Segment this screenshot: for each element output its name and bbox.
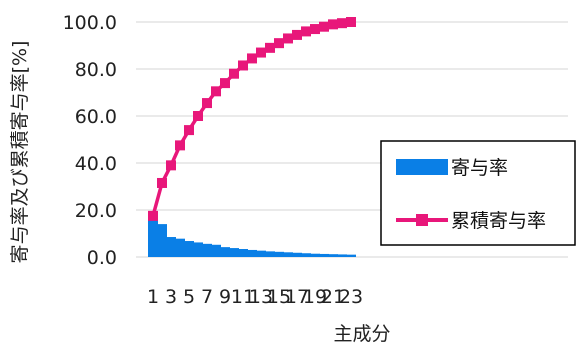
point	[274, 38, 284, 49]
x-axis-label: 主成分	[333, 323, 390, 345]
x-tick-label: 23	[339, 286, 363, 308]
bar	[328, 254, 338, 257]
y-tick-label: 80.0	[75, 59, 117, 81]
series-line	[151, 20, 352, 217]
x-tick-label: 17	[285, 286, 309, 308]
x-tick-label: 11	[231, 286, 255, 308]
bar	[202, 243, 212, 257]
y-tick-label: 0.0	[87, 247, 117, 269]
point	[346, 17, 356, 27]
bar	[148, 215, 158, 257]
bar	[229, 248, 239, 257]
bar	[292, 252, 302, 257]
point	[256, 47, 266, 58]
bar	[184, 241, 194, 257]
point	[265, 42, 275, 53]
x-tick-label: 13	[249, 286, 273, 308]
bar	[274, 251, 284, 257]
bar	[346, 254, 356, 257]
point	[211, 86, 221, 97]
x-tick-label: 7	[201, 286, 213, 308]
point	[175, 140, 185, 151]
point	[193, 111, 203, 121]
bar	[157, 224, 167, 257]
point	[148, 210, 158, 221]
bar	[265, 251, 275, 257]
x-tick-label: 19	[303, 286, 327, 308]
bar	[166, 237, 176, 257]
bar	[220, 247, 230, 257]
bar	[283, 252, 293, 257]
bar	[337, 254, 347, 257]
point	[292, 29, 302, 40]
point	[157, 177, 167, 188]
x-tick-label: 15	[267, 286, 291, 308]
x-tick-label: 9	[219, 286, 231, 308]
line-series-cumulative	[148, 17, 356, 221]
point	[247, 53, 257, 64]
legend: 寄与率 累積寄与率	[380, 140, 576, 246]
legend-marker-cumulative	[416, 214, 428, 226]
bar	[238, 249, 248, 257]
bar	[310, 253, 320, 257]
y-axis-label: 寄与率及び累積寄与率[%]	[9, 41, 31, 264]
legend-label-cumulative: 累積寄与率	[451, 210, 546, 232]
x-tick-label: 21	[321, 286, 345, 308]
bar	[256, 250, 266, 257]
point	[337, 18, 347, 29]
legend-box	[380, 140, 576, 246]
x-tick-label: 5	[183, 286, 195, 308]
y-tick-label: 60.0	[75, 106, 117, 128]
legend-swatch-contribution	[396, 159, 448, 175]
y-tick-label: 100.0	[63, 12, 117, 34]
point	[184, 125, 194, 136]
point	[166, 160, 176, 171]
y-tick-label: 40.0	[75, 153, 117, 175]
bar	[301, 253, 311, 257]
point	[229, 68, 239, 79]
point	[202, 98, 212, 109]
bar	[175, 238, 185, 257]
point	[220, 78, 230, 89]
bar-series-contribution	[148, 215, 356, 257]
x-tick-label: 3	[165, 286, 177, 308]
legend-label-contribution: 寄与率	[451, 157, 508, 179]
bar	[247, 249, 257, 257]
bar	[211, 244, 221, 257]
bar	[319, 253, 329, 257]
point	[310, 24, 320, 35]
point	[238, 60, 248, 71]
point	[328, 19, 338, 30]
point	[301, 26, 311, 37]
point	[319, 21, 329, 32]
y-tick-label: 20.0	[75, 200, 117, 222]
bar	[193, 242, 203, 257]
y-axis-ticks: 0.0 20.0 40.0 60.0 80.0 100.0	[63, 12, 117, 269]
x-tick-label: 1	[147, 286, 159, 308]
point	[283, 33, 293, 44]
